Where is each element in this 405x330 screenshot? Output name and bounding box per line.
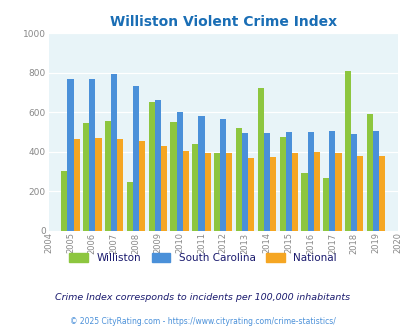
- Bar: [192, 144, 198, 231]
- Bar: [139, 141, 145, 231]
- Title: Williston Violent Crime Index: Williston Violent Crime Index: [109, 15, 336, 29]
- Bar: [313, 152, 319, 231]
- Bar: [220, 119, 226, 231]
- Bar: [344, 71, 350, 231]
- Bar: [241, 133, 247, 231]
- Bar: [356, 156, 362, 231]
- Text: © 2025 CityRating.com - https://www.cityrating.com/crime-statistics/: © 2025 CityRating.com - https://www.city…: [70, 317, 335, 326]
- Bar: [235, 128, 241, 231]
- Bar: [148, 102, 154, 231]
- Bar: [335, 153, 341, 231]
- Bar: [366, 114, 372, 231]
- Bar: [350, 134, 356, 231]
- Bar: [291, 153, 297, 231]
- Bar: [160, 146, 166, 231]
- Bar: [226, 153, 232, 231]
- Bar: [301, 173, 307, 231]
- Bar: [213, 153, 220, 231]
- Bar: [279, 137, 285, 231]
- Bar: [154, 100, 160, 231]
- Bar: [117, 139, 123, 231]
- Bar: [105, 121, 111, 231]
- Bar: [95, 138, 101, 231]
- Bar: [89, 79, 95, 231]
- Bar: [61, 171, 67, 231]
- Bar: [322, 178, 328, 231]
- Bar: [132, 86, 139, 231]
- Bar: [204, 153, 210, 231]
- Bar: [67, 79, 73, 231]
- Bar: [263, 133, 269, 231]
- Bar: [269, 157, 275, 231]
- Bar: [378, 156, 384, 231]
- Bar: [111, 74, 117, 231]
- Bar: [372, 131, 378, 231]
- Bar: [170, 122, 176, 231]
- Bar: [198, 116, 204, 231]
- Bar: [83, 123, 89, 231]
- Bar: [285, 132, 291, 231]
- Bar: [328, 131, 335, 231]
- Text: Crime Index corresponds to incidents per 100,000 inhabitants: Crime Index corresponds to incidents per…: [55, 292, 350, 302]
- Legend: Williston, South Carolina, National: Williston, South Carolina, National: [65, 248, 340, 267]
- Bar: [73, 139, 79, 231]
- Bar: [182, 151, 188, 231]
- Bar: [126, 182, 132, 231]
- Bar: [247, 158, 254, 231]
- Bar: [307, 132, 313, 231]
- Bar: [176, 112, 182, 231]
- Bar: [257, 88, 263, 231]
